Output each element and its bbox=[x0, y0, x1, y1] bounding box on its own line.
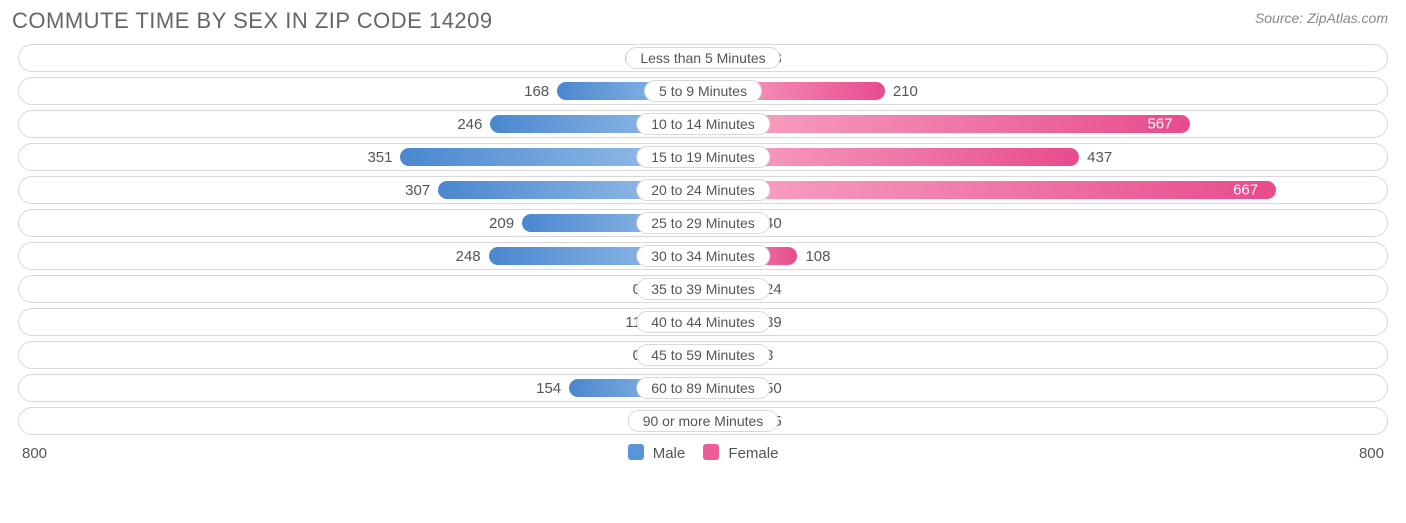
female-value: 567 bbox=[1139, 116, 1180, 133]
category-label: 40 to 44 Minutes bbox=[636, 311, 770, 333]
category-label: 25 to 29 Minutes bbox=[636, 212, 770, 234]
male-swatch bbox=[628, 444, 644, 460]
chart-row: 307 667 20 to 24 Minutes bbox=[18, 176, 1388, 204]
chart-row: 01590 or more Minutes bbox=[18, 407, 1388, 435]
axis-max-right: 800 bbox=[1359, 445, 1384, 462]
female-bar: 667 bbox=[705, 181, 1276, 199]
chart-area: 6033Less than 5 Minutes 168 210 5 to 9 Minu… bbox=[0, 38, 1406, 435]
legend-male-label: Male bbox=[653, 445, 686, 462]
male-half: 351 bbox=[19, 144, 703, 170]
chart-row: 113940 to 44 Minutes bbox=[18, 308, 1388, 336]
male-value: 209 bbox=[481, 215, 522, 232]
category-label: 35 to 39 Minutes bbox=[636, 278, 770, 300]
female-swatch bbox=[703, 444, 719, 460]
female-half: 24 bbox=[703, 276, 1387, 302]
male-half: 11 bbox=[19, 309, 703, 335]
chart-row: 0845 to 59 Minutes bbox=[18, 341, 1388, 369]
category-label: 5 to 9 Minutes bbox=[644, 80, 762, 102]
female-value: 108 bbox=[797, 248, 838, 265]
female-half: 437 bbox=[703, 144, 1387, 170]
male-half: 60 bbox=[19, 45, 703, 71]
female-half: 567 bbox=[703, 111, 1387, 137]
chart-footer: 800 Male Female 800 bbox=[0, 440, 1406, 462]
male-half: 209 bbox=[19, 210, 703, 236]
male-half: 168 bbox=[19, 78, 703, 104]
female-half: 667 bbox=[703, 177, 1387, 203]
female-half: 210 bbox=[703, 78, 1387, 104]
male-half: 154 bbox=[19, 375, 703, 401]
female-half: 39 bbox=[703, 309, 1387, 335]
female-half: 108 bbox=[703, 243, 1387, 269]
female-half: 50 bbox=[703, 375, 1387, 401]
category-label: 30 to 34 Minutes bbox=[636, 245, 770, 267]
legend: Male Female bbox=[628, 444, 779, 462]
category-label: 45 to 59 Minutes bbox=[636, 344, 770, 366]
male-half: 246 bbox=[19, 111, 703, 137]
chart-row: 02435 to 39 Minutes bbox=[18, 275, 1388, 303]
chart-row: 246 567 10 to 14 Minutes bbox=[18, 110, 1388, 138]
chart-row: 168 210 5 to 9 Minutes bbox=[18, 77, 1388, 105]
male-value: 351 bbox=[359, 149, 400, 166]
male-value: 154 bbox=[528, 380, 569, 397]
chart-row: 248 108 30 to 34 Minutes bbox=[18, 242, 1388, 270]
legend-male: Male bbox=[628, 444, 686, 462]
male-value: 248 bbox=[448, 248, 489, 265]
legend-female: Female bbox=[703, 444, 778, 462]
category-label: 10 to 14 Minutes bbox=[636, 113, 770, 135]
female-value: 437 bbox=[1079, 149, 1120, 166]
chart-row: 154 5060 to 89 Minutes bbox=[18, 374, 1388, 402]
female-value: 210 bbox=[885, 83, 926, 100]
female-value: 667 bbox=[1225, 182, 1266, 199]
legend-female-label: Female bbox=[728, 445, 778, 462]
male-half: 307 bbox=[19, 177, 703, 203]
male-half: 0 bbox=[19, 408, 703, 434]
male-value: 246 bbox=[449, 116, 490, 133]
category-label: 15 to 19 Minutes bbox=[636, 146, 770, 168]
male-value: 168 bbox=[516, 83, 557, 100]
female-half: 33 bbox=[703, 45, 1387, 71]
category-label: 60 to 89 Minutes bbox=[636, 377, 770, 399]
male-value: 307 bbox=[397, 182, 438, 199]
chart-row: 6033Less than 5 Minutes bbox=[18, 44, 1388, 72]
male-half: 0 bbox=[19, 342, 703, 368]
category-label: 90 or more Minutes bbox=[628, 410, 779, 432]
axis-max-left: 800 bbox=[22, 445, 47, 462]
male-half: 248 bbox=[19, 243, 703, 269]
female-half: 40 bbox=[703, 210, 1387, 236]
chart-source: Source: ZipAtlas.com bbox=[1255, 8, 1388, 26]
category-label: 20 to 24 Minutes bbox=[636, 179, 770, 201]
chart-header: COMMUTE TIME BY SEX IN ZIP CODE 14209 So… bbox=[0, 0, 1406, 38]
male-half: 0 bbox=[19, 276, 703, 302]
female-bar: 567 bbox=[705, 115, 1190, 133]
female-half: 8 bbox=[703, 342, 1387, 368]
category-label: Less than 5 Minutes bbox=[625, 47, 780, 69]
female-half: 15 bbox=[703, 408, 1387, 434]
chart-title: COMMUTE TIME BY SEX IN ZIP CODE 14209 bbox=[12, 8, 493, 34]
chart-row: 209 4025 to 29 Minutes bbox=[18, 209, 1388, 237]
chart-row: 351 437 15 to 19 Minutes bbox=[18, 143, 1388, 171]
